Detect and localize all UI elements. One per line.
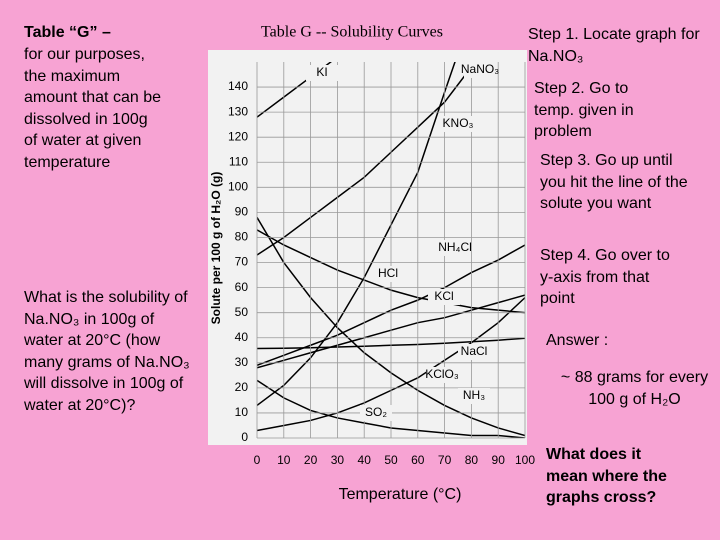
step: Step 2. Go to temp. given in problem [534,80,634,140]
question: What is the solubility of Na.NO₃ in 100g… [24,289,190,414]
series-label: HCl [378,266,398,280]
series-label: KCl [434,289,453,303]
series-label: NH₄Cl [438,240,472,254]
series-label-bg [439,240,471,256]
x-tick-label: 40 [358,453,372,467]
x-tick-label: 30 [331,453,345,467]
y-tick-label: 40 [235,330,249,344]
y-tick-label: 100 [228,180,248,194]
series-label: NH₃ [463,388,485,402]
series-label-bg [360,405,392,421]
y-axis-label: Solute per 100 g of H₂O (g) [209,172,223,325]
series-label-bg [426,367,458,383]
series-label-bg [458,388,490,404]
y-tick-label: 20 [235,380,249,394]
series-label: SO₂ [365,405,387,419]
series-label: NaCl [461,344,488,358]
answer: ~ 88 grams for every 100 g of H₂O [560,369,709,408]
series-label-bg [306,65,338,81]
x-tick-label: 70 [438,453,452,467]
x-tick-label: 90 [492,453,506,467]
y-tick-label: 120 [228,129,248,143]
series-label-bg [442,116,474,132]
chart-panel [208,50,527,445]
x-tick-label: 10 [277,453,291,467]
y-tick-label: 130 [228,104,248,118]
x-tick-label: 80 [465,453,479,467]
closing-question: What does it mean where the graphs cross… [546,446,667,506]
series-label-bg [372,266,404,282]
series-label-bg [458,344,490,360]
line [257,62,332,118]
step: Step 1. Locate graph for Na.NO₃ [528,26,700,65]
chart-title: Table G -- Solubility Curves [261,24,443,41]
y-tick-label: 0 [241,430,248,444]
x-tick-label: 100 [515,453,535,467]
series-label: KI [316,65,327,79]
y-tick-label: 110 [229,154,248,168]
answer-label: Answer : [546,332,609,349]
x-tick-label: 60 [411,453,425,467]
series-label: KClO₃ [425,367,459,381]
x-tick-label: 20 [304,453,318,467]
y-tick-label: 10 [235,405,249,419]
y-tick-label: 50 [235,305,249,319]
y-tick-label: 140 [228,79,248,93]
y-tick-label: 80 [235,230,249,244]
x-tick-label: 0 [254,453,261,467]
intro-text: for our purposes, the maximum amount tha… [24,46,161,171]
y-tick-label: 70 [235,255,249,269]
x-tick-label: 50 [384,453,398,467]
series-label: KNO₃ [443,116,474,130]
step: Step 3. Go up until you hit the line of … [540,152,688,212]
series-label-bg [464,62,496,78]
series-label: NaNO₃ [461,62,499,76]
y-tick-label: 90 [235,205,249,219]
x-axis-label: Temperature (°C) [339,486,462,503]
series-label-bg [428,289,460,305]
y-tick-label: 30 [235,355,249,369]
step: Step 4. Go over to y-axis from that poin… [540,247,670,307]
intro-title: Table “G” – [24,24,111,41]
y-tick-label: 60 [235,280,249,294]
